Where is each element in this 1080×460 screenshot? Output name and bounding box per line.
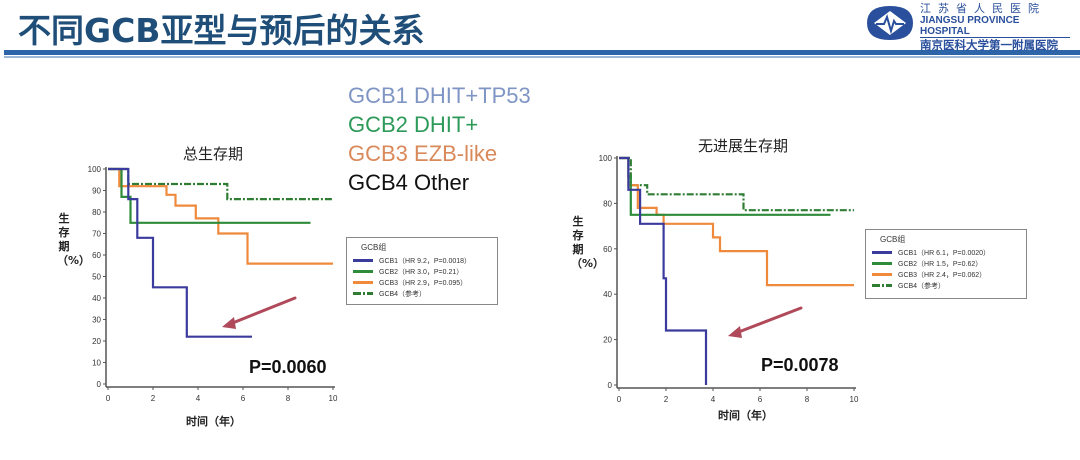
svg-text:70: 70 xyxy=(92,230,101,239)
legend-item: GCB2（HR 1.5，P=0.62） xyxy=(866,258,1026,269)
svg-text:50: 50 xyxy=(92,273,101,282)
svg-text:100: 100 xyxy=(88,165,102,174)
chart-pfs-xlabel: 时间（年） xyxy=(718,409,773,422)
chart-os-xlabel: 时间（年） xyxy=(186,415,241,428)
svg-text:20: 20 xyxy=(92,337,101,346)
svg-text:40: 40 xyxy=(92,294,101,303)
legend-item: GCB4（参考） xyxy=(866,280,1026,291)
legend-swatch-icon xyxy=(872,262,892,265)
legend-title: GCB组 xyxy=(880,235,906,244)
legend-item: GCB1（HR 6.1，P=0.0020） xyxy=(866,247,1026,258)
svg-text:4: 4 xyxy=(711,395,716,404)
svg-text:2: 2 xyxy=(151,394,156,403)
svg-text:10: 10 xyxy=(850,395,859,404)
svg-text:90: 90 xyxy=(92,187,101,196)
chart-os-title: 总生存期 xyxy=(183,145,244,163)
svg-text:6: 6 xyxy=(241,394,246,403)
svg-text:4: 4 xyxy=(196,394,201,403)
category-gcb3: GCB3 EZB-like xyxy=(348,141,498,166)
title-rule xyxy=(4,50,1080,55)
category-gcb1: GCB1 DHIT+TP53 xyxy=(348,83,531,108)
hospital-name-block: 江苏省人民医院 JIANGSU PROVINCE HOSPITAL 南京医科大学… xyxy=(920,3,1070,52)
legend-swatch-icon xyxy=(353,259,373,262)
svg-text:8: 8 xyxy=(286,394,291,403)
svg-text:0: 0 xyxy=(97,380,102,389)
legend-item: GCB3（HR 2.4，P=0.062） xyxy=(866,269,1026,280)
svg-text:30: 30 xyxy=(92,316,101,325)
legend-swatch-icon xyxy=(353,270,373,273)
svg-text:10: 10 xyxy=(329,394,338,403)
chart-pfs-title: 无进展生存期 xyxy=(698,137,789,155)
category-gcb2: GCB2 DHIT+ xyxy=(348,112,479,137)
hospital-name-en: JIANGSU PROVINCE HOSPITAL xyxy=(920,15,1020,37)
legend-item: GCB1（HR 9.2，P=0.0018） xyxy=(347,255,497,266)
title-rule-thin xyxy=(4,56,1080,58)
svg-text:80: 80 xyxy=(92,208,101,217)
chart-os-pvalue: P=0.0060 xyxy=(249,357,327,377)
svg-text:80: 80 xyxy=(603,199,612,208)
hospital-logo-icon xyxy=(867,6,913,40)
svg-text:2: 2 xyxy=(664,395,669,404)
svg-text:60: 60 xyxy=(603,245,612,254)
legend-item: GCB4（参考） xyxy=(347,288,497,299)
svg-text:100: 100 xyxy=(599,154,613,163)
legend-item: GCB2（HR 3.0，P=0.21） xyxy=(347,266,497,277)
slide-title: 不同GCB亚型与预后的关系 xyxy=(18,11,425,50)
svg-text:40: 40 xyxy=(603,290,612,299)
svg-text:20: 20 xyxy=(603,336,612,345)
legend-swatch-icon xyxy=(872,284,892,287)
legend-swatch-icon xyxy=(872,251,892,254)
svg-text:0: 0 xyxy=(608,381,613,390)
hospital-name-cn: 江苏省人民医院 xyxy=(920,2,1046,15)
chart-os-legend: GCB组 GCB1（HR 9.2，P=0.0018） GCB2（HR 3.0，P… xyxy=(346,237,498,305)
svg-text:10: 10 xyxy=(92,359,101,368)
svg-text:60: 60 xyxy=(92,251,101,260)
hospital-affiliation: 南京医科大学第一附属医院 xyxy=(920,37,1070,52)
legend-title: GCB组 xyxy=(361,243,387,252)
chart-pfs-pvalue: P=0.0078 xyxy=(761,355,839,375)
svg-text:6: 6 xyxy=(758,395,763,404)
legend-swatch-icon xyxy=(353,281,373,284)
legend-swatch-icon xyxy=(353,292,373,295)
svg-text:0: 0 xyxy=(106,394,111,403)
legend-item: GCB3（HR 2.9，P=0.095） xyxy=(347,277,497,288)
legend-swatch-icon xyxy=(872,273,892,276)
svg-text:8: 8 xyxy=(805,395,810,404)
svg-text:0: 0 xyxy=(617,395,622,404)
chart-pfs-legend: GCB组 GCB1（HR 6.1，P=0.0020） GCB2（HR 1.5，P… xyxy=(865,229,1027,299)
category-gcb4: GCB4 Other xyxy=(348,170,470,195)
